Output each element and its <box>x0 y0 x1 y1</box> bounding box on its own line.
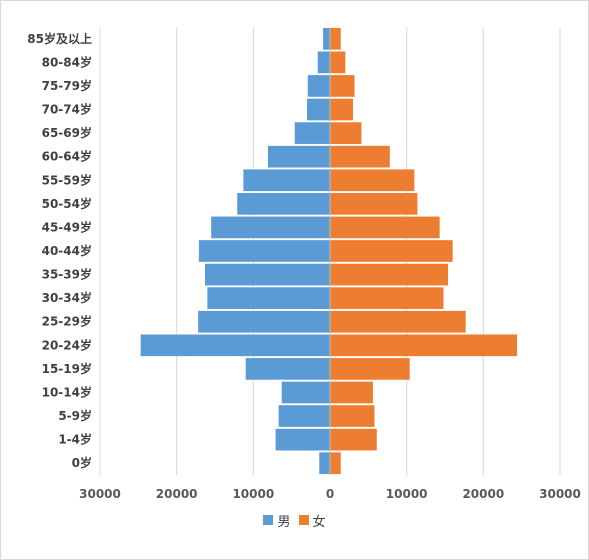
category-label: 40-44岁 <box>42 243 92 258</box>
bar-male <box>319 452 330 475</box>
legend-swatch-male <box>263 515 274 525</box>
x-tick-label: 20000 <box>156 487 198 501</box>
bar-female <box>330 27 341 50</box>
bar-female <box>330 381 373 404</box>
bar-male <box>267 145 330 168</box>
category-label: 35-39岁 <box>42 267 92 282</box>
bar-male <box>205 263 330 286</box>
bar-female <box>330 122 362 144</box>
category-label: 10-14岁 <box>42 384 92 399</box>
bar-male <box>323 27 330 50</box>
category-label: 20-24岁 <box>42 337 92 352</box>
category-label: 30-34岁 <box>42 290 92 305</box>
x-tick-label: 30000 <box>79 487 121 501</box>
bar-male <box>211 216 330 239</box>
bar-male <box>275 428 330 451</box>
category-label: 70-74岁 <box>42 102 92 117</box>
bar-female <box>330 169 415 192</box>
category-label: 85岁及以上 <box>27 31 92 46</box>
bar-male <box>317 51 330 74</box>
bar-male <box>207 287 330 310</box>
bar-male <box>281 381 330 404</box>
bar-female <box>330 216 440 239</box>
bar-male <box>294 122 330 144</box>
bar-male <box>237 192 330 215</box>
bar-female <box>330 334 518 357</box>
bar-male <box>243 169 330 192</box>
bar-male <box>245 358 330 380</box>
bar-female <box>330 452 341 475</box>
category-label: 80-84岁 <box>42 54 92 69</box>
x-tick-label: 10000 <box>386 487 428 501</box>
legend: 男 女 <box>0 510 589 530</box>
category-label: 75-79岁 <box>42 78 92 93</box>
bar-male <box>278 405 330 427</box>
bar-female <box>330 192 418 215</box>
category-label: 55-59岁 <box>42 172 92 187</box>
x-tick-label: 0 <box>326 487 334 501</box>
bar-female <box>330 287 444 310</box>
x-tick-label: 30000 <box>539 487 581 501</box>
bar-female <box>330 358 410 380</box>
category-label: 60-64岁 <box>42 149 92 164</box>
category-label: 15-19岁 <box>42 361 92 376</box>
legend-label-male: 男 <box>277 514 291 530</box>
bars <box>140 27 518 475</box>
category-label: 0岁 <box>72 455 92 470</box>
category-label: 1-4岁 <box>58 432 92 447</box>
bar-female <box>330 310 466 333</box>
gridlines <box>99 27 561 475</box>
legend-swatch-female <box>298 515 309 525</box>
bar-female <box>330 263 449 286</box>
x-tick-label: 10000 <box>232 487 274 501</box>
category-label: 65-69岁 <box>42 125 92 140</box>
bar-female <box>330 98 353 121</box>
legend-label-female: 女 <box>312 514 326 530</box>
category-label: 25-29岁 <box>42 314 92 329</box>
x-tick-label: 20000 <box>462 487 504 501</box>
category-label: 5-9岁 <box>58 408 92 423</box>
bar-female <box>330 51 346 74</box>
bar-female <box>330 405 375 427</box>
legend-item-male: 男 <box>263 511 291 530</box>
bar-male <box>140 334 330 357</box>
bar-male <box>198 240 330 262</box>
bar-female <box>330 75 355 97</box>
bar-female <box>330 145 390 168</box>
category-label: 50-54岁 <box>42 196 92 211</box>
bar-male <box>198 310 330 333</box>
bar-female <box>330 240 453 262</box>
bar-male <box>307 75 330 97</box>
bar-female <box>330 428 377 451</box>
labels: 30000 20000 10000 0 10000 20000 30000 0岁 1-4岁 5-9… <box>27 31 581 501</box>
bar-male <box>307 98 330 121</box>
legend-item-female: 女 <box>298 511 326 530</box>
category-label: 45-49岁 <box>42 219 92 234</box>
